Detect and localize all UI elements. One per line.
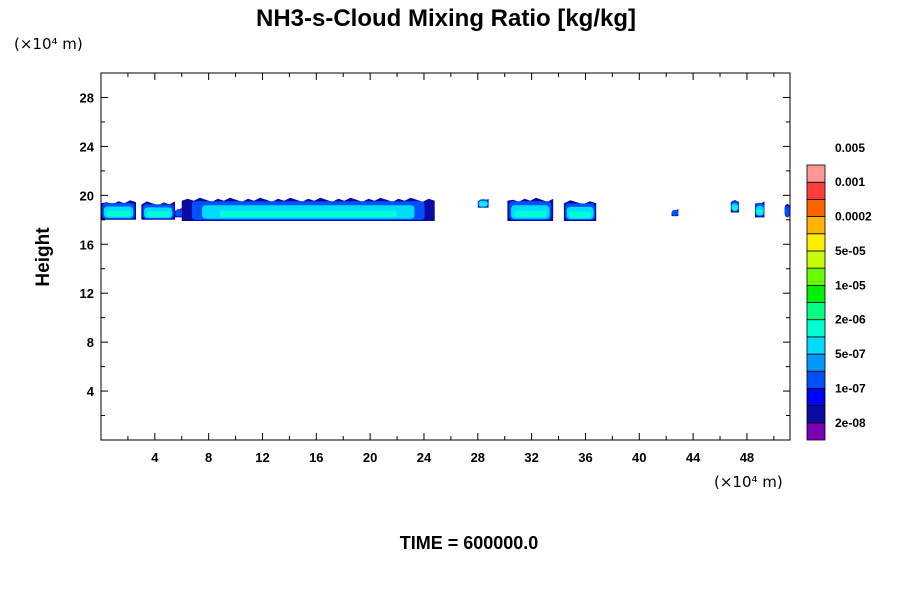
colorbar-swatch xyxy=(806,370,826,389)
y-tick-label: 16 xyxy=(80,237,94,252)
cloud-region-band xyxy=(175,209,182,217)
colorbar-swatch xyxy=(806,422,826,441)
colorbar-label: 0.001 xyxy=(835,175,865,189)
y-tick-label: 20 xyxy=(80,188,94,203)
x-tick-label: 44 xyxy=(686,450,701,465)
colorbar-swatch xyxy=(806,250,826,269)
x-tick-label: 20 xyxy=(363,450,377,465)
x-unit-label: (×10⁴ m) xyxy=(714,473,783,491)
y-axis-label: Height xyxy=(33,227,54,287)
x-tick-label: 36 xyxy=(578,450,592,465)
plot-frame xyxy=(100,72,791,441)
y-unit-label: (×10⁴ m) xyxy=(14,35,83,53)
colorbar-swatch xyxy=(806,267,826,286)
cloud-region-band xyxy=(732,206,738,211)
colorbar-label: 1e-05 xyxy=(835,278,866,292)
colorbar-label: 5e-07 xyxy=(835,347,866,361)
x-tick-label: 48 xyxy=(740,450,754,465)
cloud-region-band xyxy=(568,211,592,218)
x-tick-label: 40 xyxy=(632,450,646,465)
colorbar-swatch xyxy=(806,164,826,183)
time-label: TIME = 600000.0 xyxy=(400,533,539,553)
cloud-region-band xyxy=(514,210,547,217)
y-tick-label: 12 xyxy=(80,286,94,301)
colorbar-swatch xyxy=(806,405,826,424)
y-tick-label: 8 xyxy=(87,335,94,350)
colorbar-swatch xyxy=(806,233,826,252)
colorbar-swatch xyxy=(806,216,826,235)
cloud-region-band xyxy=(671,209,679,216)
cloud-region-band xyxy=(106,210,131,217)
y-tick-label: 28 xyxy=(80,90,94,105)
chart-title: NH3-s-Cloud Mixing Ratio [kg/kg] xyxy=(256,5,636,32)
x-tick-label: 12 xyxy=(255,450,269,465)
colorbar-label: 1e-07 xyxy=(835,381,866,395)
cloud-layer xyxy=(101,197,790,222)
colorbar-label: 0.005 xyxy=(835,141,865,155)
colorbar-swatch xyxy=(806,302,826,321)
colorbar-swatch xyxy=(806,319,826,338)
colorbar-label: 0.0002 xyxy=(835,210,872,224)
colorbar-swatch xyxy=(806,181,826,200)
colorbar-swatch xyxy=(806,388,826,407)
cloud-region-band xyxy=(219,210,397,217)
colorbar-label: 2e-08 xyxy=(835,416,866,430)
x-tick-label: 16 xyxy=(309,450,323,465)
colorbar-label: 5e-05 xyxy=(835,244,866,258)
colorbar-swatch xyxy=(806,353,826,372)
colorbar-label: 2e-06 xyxy=(835,313,866,327)
cloud-region-band xyxy=(146,211,170,217)
colorbar-swatch xyxy=(806,336,826,355)
x-tick-label: 24 xyxy=(417,450,432,465)
cloud-region-band xyxy=(756,209,764,215)
x-tick-label: 8 xyxy=(205,450,212,465)
cloud-region-band xyxy=(784,205,790,217)
cloud-region-band xyxy=(479,203,487,206)
y-tick-label: 4 xyxy=(87,384,95,399)
x-tick-label: 4 xyxy=(151,450,159,465)
colorbar-swatch xyxy=(806,284,826,303)
colorbar: 2e-08 1e-07 5e-07 2e-06 1e-05 5e-05 0.0002 0.00… xyxy=(806,141,872,441)
y-tick-label: 24 xyxy=(80,139,95,154)
colorbar-swatch xyxy=(806,198,826,217)
x-tick-label: 28 xyxy=(471,450,485,465)
x-tick-label: 32 xyxy=(524,450,538,465)
